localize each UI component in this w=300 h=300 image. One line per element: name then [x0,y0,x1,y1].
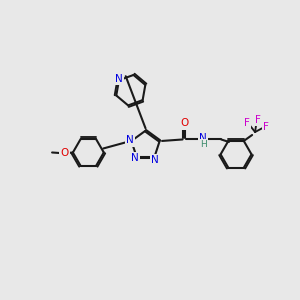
Text: N: N [131,153,139,163]
Text: F: F [263,122,269,132]
Text: N: N [126,135,134,146]
Text: N: N [115,74,122,84]
Text: N: N [151,155,159,165]
Text: N: N [199,133,207,143]
Text: F: F [244,118,250,128]
Text: H: H [200,140,207,149]
Text: F: F [254,115,260,125]
Text: O: O [60,148,68,158]
Text: O: O [181,118,189,128]
